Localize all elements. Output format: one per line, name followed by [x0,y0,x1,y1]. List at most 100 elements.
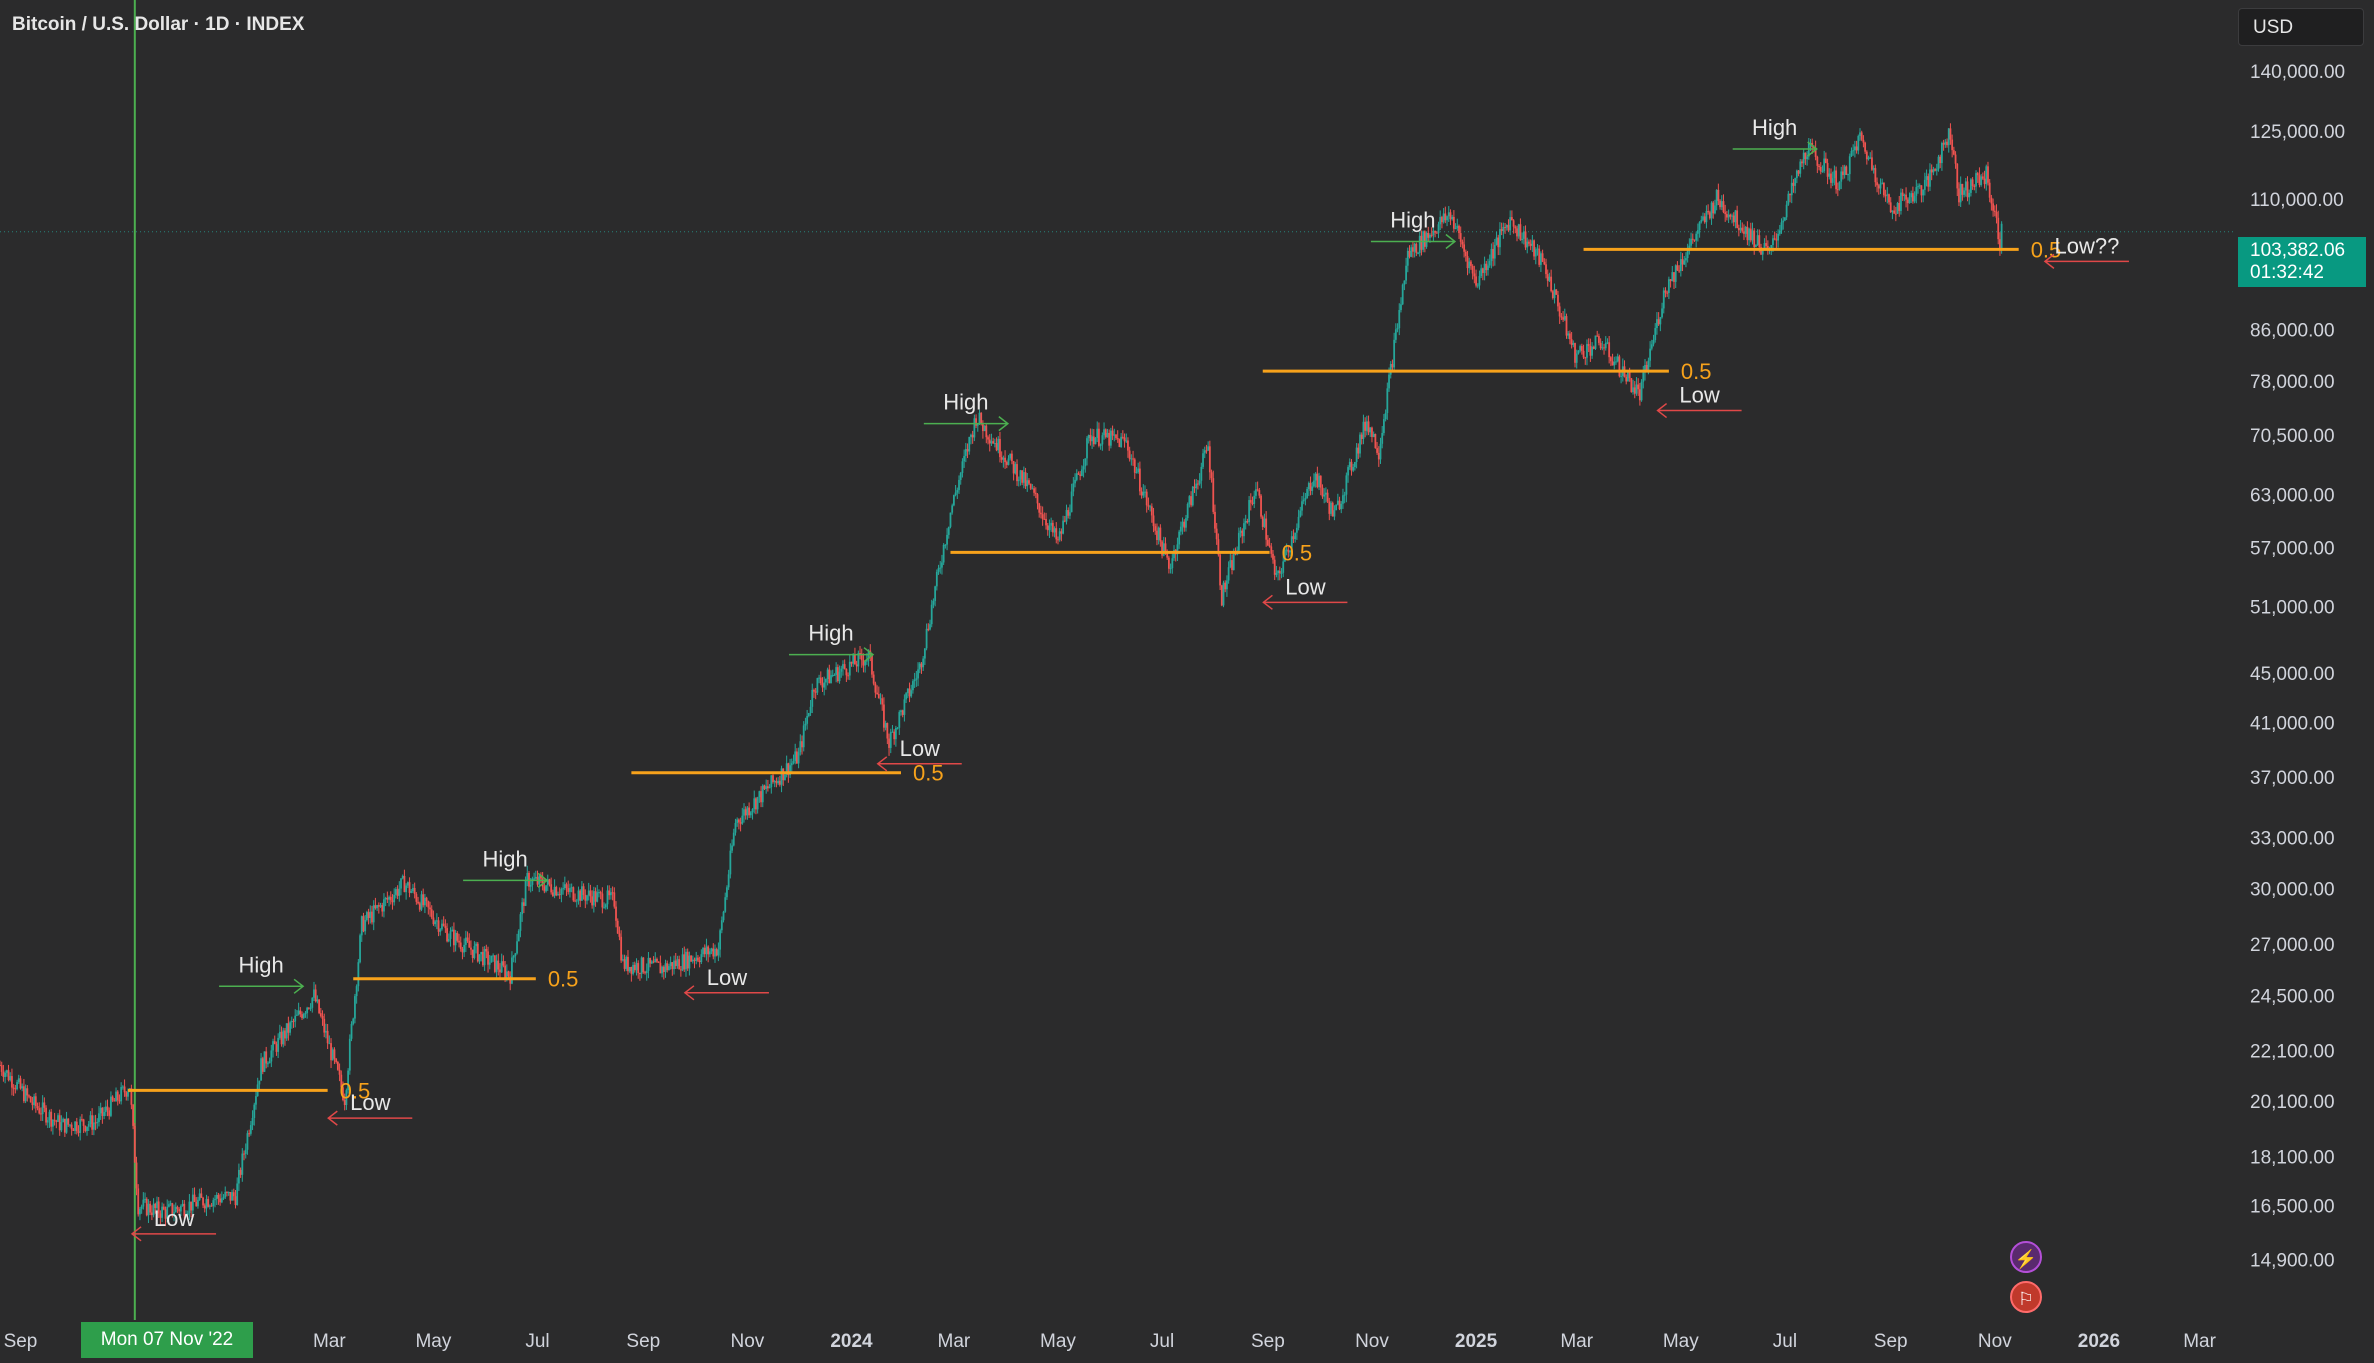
candle-body [1268,545,1271,547]
candle-body [1374,433,1377,449]
candle-body [966,449,969,452]
candle-body [1212,478,1215,512]
candle-body [1603,347,1605,349]
candle-body [168,1204,170,1207]
high-label: High [1390,208,1435,233]
candle-body [906,688,909,694]
candle-body [142,1199,145,1207]
candle-body [1548,276,1551,281]
candle-body [999,438,1001,458]
arrow-head [998,416,1010,432]
candle-body [1331,502,1334,517]
candle-body [1159,527,1162,542]
candle-body [1758,235,1761,248]
candle-body [850,661,853,664]
candle-body [265,1051,268,1064]
candle-body [794,751,797,762]
candle-body [62,1118,65,1123]
candle-body [1927,176,1930,187]
candle-body [1961,183,1964,195]
candle-body [896,727,899,729]
candle-body [1007,458,1010,465]
candle-body [1598,336,1600,343]
candle-body [1046,525,1049,531]
candle-body [1882,182,1885,196]
candle-body [1743,231,1745,234]
price-tick-label: 110,000.00 [2250,190,2344,211]
candle-body [1480,268,1483,277]
candle-body [178,1209,181,1212]
candle-body [34,1096,37,1107]
candle-body [609,892,612,896]
candle-body [272,1041,274,1051]
candle-body [1053,528,1056,533]
candle-body [862,660,865,666]
candle-body [492,955,495,957]
candle-body [1627,372,1629,382]
price-tick-label: 45,000.00 [2250,664,2335,685]
candle-body [1952,150,1955,155]
candle-body [1152,515,1155,527]
candle-body [466,937,469,942]
currency-selector[interactable]: USD [2238,8,2364,46]
candle-body [1836,189,1839,191]
candle-body [565,884,568,889]
candle-body [1241,530,1244,537]
candle-body [198,1193,201,1200]
candle-body [1290,536,1293,551]
candle-body [475,943,477,947]
candle-body [1205,450,1208,452]
candle-body [662,966,665,972]
candle-body [1323,494,1326,497]
candle-body [734,822,737,833]
candle-body [599,892,602,894]
candle-body [1149,506,1152,508]
candle-body [1720,201,1723,208]
candle-body [297,1010,300,1015]
candle-body [714,948,716,957]
annotations-layer: High Low Low High Low High Low High Low High Low Hi… [130,115,2129,1242]
candle-body [1951,139,1954,151]
candle-body [765,786,768,789]
candle-body [666,963,669,971]
candle-body [326,1030,329,1044]
candle-body [526,872,529,881]
candle-body [36,1106,39,1109]
candle-body [1319,475,1322,488]
candle-body [726,887,728,898]
arrow-head [1445,233,1457,250]
candle-body [894,727,897,740]
candle-body [708,951,711,955]
candle-body [147,1203,150,1216]
candle-body [214,1199,216,1201]
candle-body [456,932,459,941]
candle-body [1203,450,1206,454]
arrow-head [683,985,695,1001]
candle-body [1082,466,1085,470]
candle-body [1579,346,1582,351]
candle-body [1292,536,1295,540]
candle-body [1795,170,1798,179]
candle-body [1995,211,1998,218]
candle-body [1734,210,1737,223]
candle-body [1176,544,1179,555]
candle-body [1584,357,1587,359]
candle-body [1681,259,1684,265]
candle-body [1214,511,1216,529]
candle-body [758,791,761,798]
lightning-icon[interactable]: ⚡ [2010,1241,2042,1273]
candle-body [888,738,890,748]
candle-body [321,1015,324,1019]
candle-body [1041,514,1044,519]
candle-body [1992,203,1995,211]
candle-body [1492,248,1495,259]
candle-body [1084,458,1087,467]
candle-body [1186,503,1189,519]
candle-body [1794,178,1797,186]
us-flag-icon[interactable]: ⚐ [2010,1281,2042,1313]
candle-body [1427,232,1430,238]
candle-body [1301,501,1303,511]
candles-layer [0,123,2003,1227]
candle-body [29,1096,32,1103]
